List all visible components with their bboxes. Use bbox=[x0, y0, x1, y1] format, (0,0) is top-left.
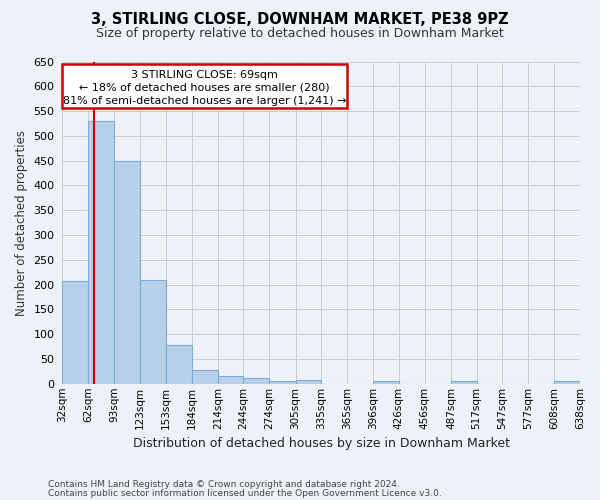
X-axis label: Distribution of detached houses by size in Downham Market: Distribution of detached houses by size … bbox=[133, 437, 509, 450]
Bar bbox=[140, 280, 166, 384]
Bar bbox=[244, 378, 269, 384]
Bar bbox=[373, 381, 399, 384]
Bar bbox=[554, 382, 580, 384]
Bar bbox=[296, 380, 321, 384]
Bar bbox=[269, 382, 296, 384]
FancyBboxPatch shape bbox=[62, 64, 347, 108]
Text: 3 STIRLING CLOSE: 69sqm: 3 STIRLING CLOSE: 69sqm bbox=[131, 70, 278, 80]
Bar bbox=[192, 370, 218, 384]
Y-axis label: Number of detached properties: Number of detached properties bbox=[15, 130, 28, 316]
Text: 3, STIRLING CLOSE, DOWNHAM MARKET, PE38 9PZ: 3, STIRLING CLOSE, DOWNHAM MARKET, PE38 … bbox=[91, 12, 509, 28]
Text: Size of property relative to detached houses in Downham Market: Size of property relative to detached ho… bbox=[96, 28, 504, 40]
Text: 81% of semi-detached houses are larger (1,241) →: 81% of semi-detached houses are larger (… bbox=[63, 96, 346, 106]
Text: Contains HM Land Registry data © Crown copyright and database right 2024.: Contains HM Land Registry data © Crown c… bbox=[48, 480, 400, 489]
Text: ← 18% of detached houses are smaller (280): ← 18% of detached houses are smaller (28… bbox=[79, 83, 330, 93]
Bar bbox=[166, 345, 192, 384]
Bar bbox=[115, 160, 140, 384]
Bar bbox=[88, 121, 115, 384]
Text: Contains public sector information licensed under the Open Government Licence v3: Contains public sector information licen… bbox=[48, 488, 442, 498]
Bar bbox=[62, 281, 88, 384]
Bar bbox=[218, 376, 244, 384]
Bar bbox=[451, 382, 476, 384]
